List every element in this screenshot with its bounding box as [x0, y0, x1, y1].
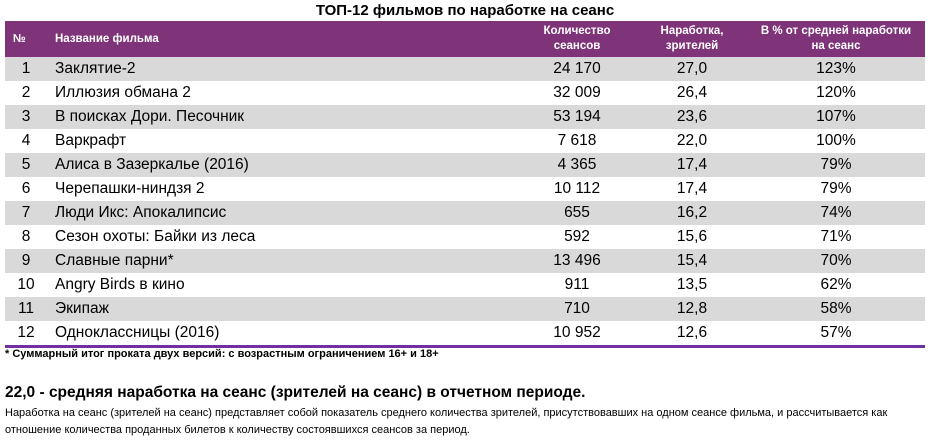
table-row: 3 В поисках Дори. Песочник 53 194 23,6 1… [5, 105, 925, 129]
row-name: Заклятие-2 [55, 60, 136, 77]
row-name: Алиса в Зазеркалье (2016) [55, 156, 249, 173]
row-avg: 13,5 [676, 276, 708, 293]
row-name: Иллюзия обмана 2 [55, 84, 191, 101]
table-row: 10 Angry Birds в кино 911 13,5 62% [5, 273, 925, 297]
row-avg: 16,2 [676, 204, 708, 221]
page-title: ТОП-12 фильмов по наработке на сеанс [315, 2, 615, 19]
table-row: 2 Иллюзия обмана 2 32 009 26,4 120% [5, 81, 925, 105]
table-row: 12 Одноклассницы (2016) 10 952 12,6 57% [5, 321, 925, 345]
header-pct-line1: В % от средней наработки [760, 25, 912, 37]
row-num: 11 [17, 300, 35, 317]
row-avg: 22,0 [676, 132, 708, 149]
row-pct: 123% [816, 60, 856, 77]
row-avg: 15,4 [676, 252, 708, 269]
header-name: Название фильма [55, 32, 159, 45]
row-num: 2 [21, 84, 31, 101]
header-sessions: Количество сеансов [517, 24, 637, 54]
row-sessions: 7 618 [557, 132, 597, 149]
row-name: В поисках Дори. Песочник [55, 108, 245, 125]
header-pct-line2: на сеанс [811, 40, 861, 52]
row-pct: 58% [820, 300, 852, 317]
row-avg: 17,4 [676, 180, 708, 197]
row-avg: 15,6 [676, 228, 708, 245]
row-sessions: 24 170 [553, 60, 601, 77]
row-name: Angry Birds в кино [55, 276, 185, 293]
table-row: 5 Алиса в Зазеркалье (2016) 4 365 17,4 7… [5, 153, 925, 177]
row-pct: 70% [820, 252, 852, 269]
row-num: 12 [17, 324, 35, 341]
row-name: Экипаж [55, 300, 109, 317]
description-text: Наработка на сеанс (зрителей на сеанс) п… [5, 407, 888, 436]
row-sessions: 710 [564, 300, 590, 317]
header-avg-line1: Наработка, [660, 25, 724, 37]
row-sessions: 32 009 [553, 84, 601, 101]
row-pct: 107% [816, 108, 856, 125]
row-pct: 57% [820, 324, 852, 341]
row-pct: 79% [820, 180, 852, 197]
row-name: Варкрафт [55, 132, 127, 149]
table-row: 11 Экипаж 710 12,8 58% [5, 297, 925, 321]
row-pct: 100% [816, 132, 856, 149]
row-name: Славные парни* [55, 252, 174, 269]
row-name: Черепашки-ниндзя 2 [55, 180, 205, 197]
row-sessions: 53 194 [553, 108, 601, 125]
row-avg: 27,0 [676, 60, 708, 77]
header-sessions-line2: сеансов [553, 40, 601, 52]
row-avg: 23,6 [676, 108, 708, 125]
header-avg: Наработка, зрителей [637, 24, 747, 54]
row-num: 10 [17, 276, 35, 293]
row-pct: 62% [820, 276, 852, 293]
table-row: 7 Люди Икс: Апокалипсис 655 16,2 74% [5, 201, 925, 225]
row-pct: 120% [816, 84, 856, 101]
header-num: № [13, 32, 26, 45]
row-pct: 71% [820, 228, 852, 245]
row-sessions: 10 112 [553, 180, 601, 197]
row-avg: 17,4 [676, 156, 708, 173]
row-sessions: 13 496 [553, 252, 601, 269]
row-sessions: 10 952 [553, 324, 601, 341]
table-row: 8 Сезон охоты: Байки из леса 592 15,6 71… [5, 225, 925, 249]
row-num: 8 [21, 228, 31, 245]
summary-heading: 22,0 - средняя наработка на сеанс (зрите… [5, 384, 586, 401]
row-name: Одноклассницы (2016) [55, 324, 220, 341]
row-avg: 12,8 [676, 300, 708, 317]
row-num: 4 [21, 132, 31, 149]
films-table: № Название фильма Количество сеансов Нар… [5, 21, 925, 348]
row-name: Люди Икс: Апокалипсис [55, 204, 227, 221]
row-sessions: 911 [564, 276, 590, 293]
header-pct: В % от средней наработки на сеанс [747, 24, 925, 54]
row-sessions: 592 [564, 228, 590, 245]
row-sessions: 4 365 [557, 156, 597, 173]
row-num: 5 [21, 156, 31, 173]
header-avg-line2: зрителей [665, 40, 719, 52]
row-num: 3 [21, 108, 31, 125]
table-row: 4 Варкрафт 7 618 22,0 100% [5, 129, 925, 153]
footnote: * Суммарный итог проката двух версий: с … [5, 348, 439, 360]
table-row: 6 Черепашки-ниндзя 2 10 112 17,4 79% [5, 177, 925, 201]
table-bottom-border [5, 345, 925, 348]
row-pct: 79% [820, 156, 852, 173]
header-sessions-line1: Количество [543, 25, 611, 37]
row-num: 7 [21, 204, 31, 221]
row-name: Сезон охоты: Байки из леса [55, 228, 256, 245]
row-num: 1 [21, 60, 31, 77]
row-avg: 26,4 [676, 84, 708, 101]
row-avg: 12,6 [676, 324, 708, 341]
row-pct: 74% [820, 204, 852, 221]
table-header: № Название фильма Количество сеансов Нар… [5, 21, 925, 57]
table-row: 9 Славные парни* 13 496 15,4 70% [5, 249, 925, 273]
row-num: 9 [21, 252, 31, 269]
row-sessions: 655 [564, 204, 590, 221]
table-row: 1 Заклятие-2 24 170 27,0 123% [5, 57, 925, 81]
row-num: 6 [21, 180, 31, 197]
